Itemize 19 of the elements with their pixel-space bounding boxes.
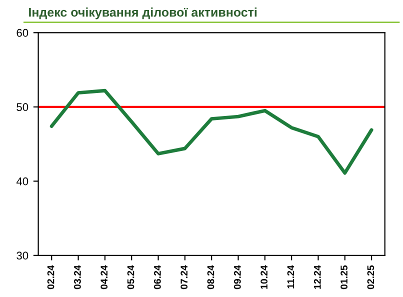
y-tick-label: 50: [16, 103, 28, 112]
x-tick-label: 03.24: [74, 265, 81, 290]
x-tick-label: 09.24: [234, 265, 241, 290]
x-tick-label: 11.24: [287, 265, 294, 288]
x-tick-label: 05.24: [127, 265, 134, 290]
x-tick-label: 07.24: [180, 265, 188, 290]
line-series: [50, 88, 374, 175]
x-tick-label: 04.24: [100, 265, 108, 290]
chart-title: Індекс очікування ділової активності: [29, 8, 257, 20]
x-tick-label: 12.24: [314, 265, 321, 289]
x-tick-label: 01.25: [340, 265, 348, 290]
y-tick-label: 30: [16, 252, 28, 260]
y-tick-label: 60: [16, 28, 28, 37]
x-tick-label: 06.24: [154, 265, 161, 290]
x-tick-label: 08.24: [207, 265, 214, 290]
x-tick-label: 02.25: [367, 265, 374, 290]
x-tick-label: 02.24: [47, 265, 54, 290]
y-tick-label: 40: [16, 177, 28, 186]
x-tick-label: 10.24: [260, 265, 268, 289]
